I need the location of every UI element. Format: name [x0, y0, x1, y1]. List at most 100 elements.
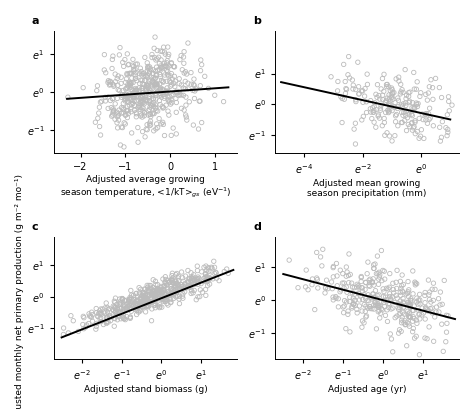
Point: [163, 297, 170, 303]
Point: [372, 106, 380, 113]
Point: [141, 296, 149, 303]
Point: [174, 92, 182, 99]
Point: [155, 290, 162, 296]
Point: [152, 293, 159, 300]
Point: [164, 88, 172, 94]
Point: [421, 335, 429, 341]
Point: [437, 138, 444, 144]
Point: [152, 105, 160, 111]
Point: [135, 94, 142, 100]
Point: [153, 71, 160, 78]
Point: [145, 299, 153, 306]
Point: [177, 52, 185, 59]
Point: [411, 117, 419, 124]
Point: [304, 286, 312, 293]
Point: [192, 297, 200, 303]
Point: [204, 278, 212, 285]
Point: [425, 292, 433, 298]
Point: [128, 79, 136, 86]
Point: [321, 290, 329, 296]
Point: [159, 79, 167, 85]
Point: [162, 89, 169, 96]
Point: [132, 301, 139, 307]
Point: [193, 279, 201, 285]
Point: [143, 301, 150, 307]
Point: [379, 267, 387, 274]
Point: [124, 98, 131, 105]
Point: [405, 302, 413, 308]
Point: [137, 308, 144, 314]
Point: [181, 280, 189, 287]
Point: [129, 97, 137, 103]
Point: [410, 325, 417, 332]
Point: [114, 125, 121, 131]
Point: [442, 124, 450, 131]
Point: [129, 90, 137, 97]
Point: [156, 294, 164, 300]
Point: [178, 105, 185, 112]
Point: [153, 83, 160, 90]
Point: [191, 287, 198, 294]
Point: [146, 299, 154, 306]
Point: [112, 295, 119, 301]
Point: [152, 90, 159, 97]
Point: [403, 108, 410, 114]
Point: [146, 69, 154, 75]
Point: [164, 281, 171, 288]
Point: [159, 86, 166, 92]
Point: [372, 288, 379, 294]
Point: [198, 269, 206, 275]
Point: [308, 281, 316, 288]
Point: [107, 81, 114, 88]
Point: [113, 119, 121, 126]
Point: [405, 90, 412, 96]
Point: [152, 96, 160, 102]
Point: [102, 70, 109, 76]
Point: [152, 75, 159, 81]
Point: [377, 85, 385, 92]
Point: [204, 276, 212, 283]
Point: [329, 297, 337, 303]
Point: [382, 312, 389, 319]
Point: [189, 277, 197, 284]
Point: [155, 289, 162, 295]
Point: [429, 297, 437, 303]
Point: [392, 111, 400, 118]
Point: [178, 82, 185, 88]
Point: [146, 91, 154, 98]
Point: [164, 44, 172, 50]
Point: [199, 289, 206, 296]
Point: [294, 284, 302, 291]
Point: [95, 310, 102, 317]
Point: [130, 90, 137, 97]
Point: [157, 296, 164, 302]
Point: [345, 279, 353, 286]
Point: [144, 303, 152, 310]
Point: [125, 83, 132, 90]
Point: [104, 79, 112, 86]
Point: [180, 48, 188, 55]
Point: [139, 301, 147, 308]
Point: [185, 284, 192, 291]
Point: [136, 87, 144, 94]
Point: [118, 110, 125, 117]
Point: [426, 289, 433, 295]
Point: [377, 299, 385, 306]
Point: [103, 315, 111, 321]
Point: [428, 310, 436, 316]
Point: [372, 301, 379, 308]
Point: [355, 290, 362, 296]
Point: [378, 306, 385, 312]
Point: [436, 124, 444, 130]
Point: [407, 297, 414, 304]
Point: [187, 69, 195, 76]
Point: [144, 291, 152, 298]
Point: [126, 296, 133, 303]
Point: [344, 311, 352, 318]
Point: [135, 284, 143, 291]
Point: [156, 88, 164, 94]
Point: [416, 301, 424, 307]
Point: [163, 59, 171, 66]
Point: [405, 321, 412, 327]
Point: [168, 82, 175, 88]
